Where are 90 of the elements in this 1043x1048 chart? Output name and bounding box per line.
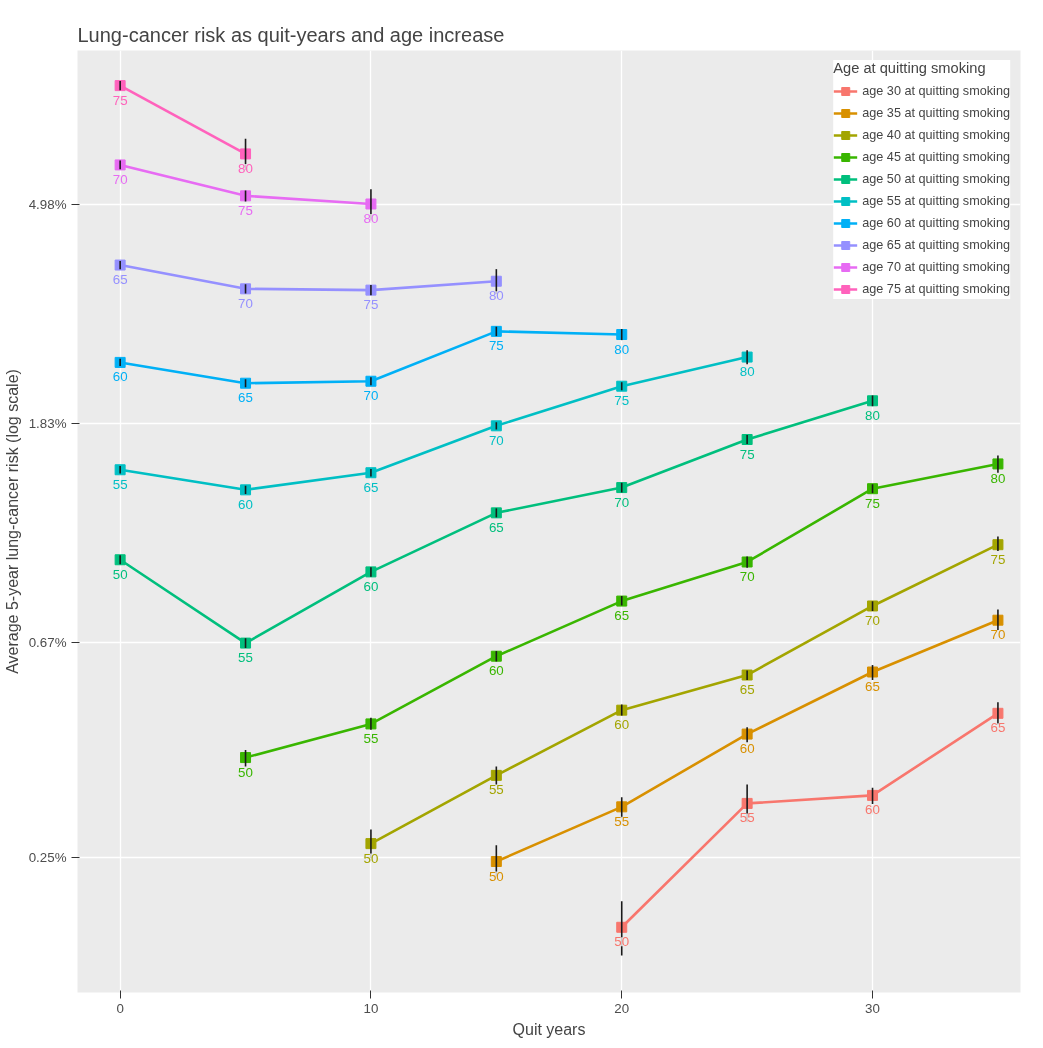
annotation: 65 <box>614 608 630 624</box>
y-tick-label: 4.98% <box>28 197 67 213</box>
legend-label: age 40 at quitting smoking <box>862 128 1010 142</box>
point <box>240 377 252 389</box>
annotation: 50 <box>238 764 253 780</box>
x-tick-label: 0 <box>116 1000 124 1016</box>
annotation: 65 <box>238 390 253 406</box>
point <box>867 395 879 407</box>
x-tick-label: 20 <box>614 1000 630 1016</box>
annotation: 70 <box>112 171 128 187</box>
annotation: 50 <box>363 850 379 866</box>
annotation: 55 <box>363 730 379 746</box>
point <box>490 325 502 337</box>
x-tick-label: 10 <box>363 1000 379 1016</box>
annotation: 75 <box>865 495 880 511</box>
annotation: 70 <box>363 388 379 404</box>
annotation: 60 <box>238 496 253 512</box>
annotation: 50 <box>112 566 128 582</box>
y-axis-title: Average 5-year lung-cancer risk (log scale) <box>3 369 21 674</box>
point <box>240 190 252 202</box>
annotation: 75 <box>990 551 1006 567</box>
annotation: 65 <box>739 682 755 698</box>
annotation: 60 <box>865 802 880 818</box>
annotation: 75 <box>363 297 379 313</box>
point <box>240 283 252 295</box>
annotation: 55 <box>112 476 128 492</box>
point <box>867 483 879 495</box>
annotation: 55 <box>739 810 755 826</box>
annotation: 55 <box>238 650 253 666</box>
annotation: 65 <box>865 679 880 695</box>
point <box>240 148 252 160</box>
point <box>490 856 502 867</box>
point <box>867 666 879 678</box>
point <box>490 420 502 432</box>
annotation: 50 <box>488 868 504 884</box>
y-tick-label: 0.67% <box>28 635 67 651</box>
annotation: 80 <box>488 288 504 304</box>
point <box>240 637 252 649</box>
point <box>490 650 502 662</box>
annotation: 60 <box>363 578 379 594</box>
point <box>240 752 252 764</box>
annotation: 70 <box>865 612 880 628</box>
annotation: 75 <box>112 92 128 108</box>
legend-label: age 45 at quitting smoking <box>862 150 1010 164</box>
annotation: 60 <box>488 663 504 679</box>
annotation: 60 <box>614 717 630 733</box>
annotation: 55 <box>488 782 504 798</box>
annotation: 70 <box>739 568 755 584</box>
annotation: 65 <box>990 720 1006 736</box>
legend-label: age 30 at quitting smoking <box>862 84 1010 98</box>
point <box>867 600 879 612</box>
legend-label: age 60 at quitting smoking <box>862 216 1010 230</box>
y-tick-label: 0.25% <box>28 850 67 866</box>
y-tick-label: 1.83% <box>28 415 67 431</box>
chart-title: Lung-cancer risk as quit-years and age increase <box>77 23 505 46</box>
annotation: 70 <box>614 494 630 510</box>
annotation: 70 <box>488 432 504 448</box>
annotation: 50 <box>614 934 630 950</box>
annotation: 70 <box>238 295 253 311</box>
x-tick-label: 30 <box>865 1000 880 1016</box>
annotation: 80 <box>865 407 880 423</box>
annotation: 80 <box>739 364 755 380</box>
annotation: 75 <box>488 338 504 354</box>
annotation: 65 <box>363 479 379 495</box>
annotation: 60 <box>739 741 755 757</box>
x-axis-title: Quit years <box>512 1020 586 1038</box>
legend-label: age 35 at quitting smoking <box>862 106 1010 120</box>
annotation: 80 <box>238 160 253 176</box>
annotation: 70 <box>990 627 1006 643</box>
point <box>490 769 502 781</box>
point <box>240 484 252 496</box>
point <box>490 507 502 519</box>
annotation: 75 <box>238 202 253 218</box>
annotation: 55 <box>614 813 630 829</box>
annotation: 60 <box>112 369 128 385</box>
annotation: 65 <box>112 272 128 288</box>
legend-label: age 65 at quitting smoking <box>862 238 1010 252</box>
legend-title: Age at quitting smoking <box>833 60 987 76</box>
annotation: 75 <box>614 393 630 409</box>
annotation: 80 <box>363 210 379 226</box>
annotation: 65 <box>488 519 504 535</box>
point <box>490 275 502 287</box>
annotation: 75 <box>739 446 755 462</box>
legend-label: age 70 at quitting smoking <box>862 260 1010 274</box>
legend-label: age 55 at quitting smoking <box>862 194 1010 208</box>
legend-label: age 50 at quitting smoking <box>862 172 1010 186</box>
annotation: 80 <box>990 470 1006 486</box>
point <box>867 789 879 801</box>
legend-label: age 75 at quitting smoking <box>862 282 1010 296</box>
annotation: 80 <box>614 341 630 357</box>
